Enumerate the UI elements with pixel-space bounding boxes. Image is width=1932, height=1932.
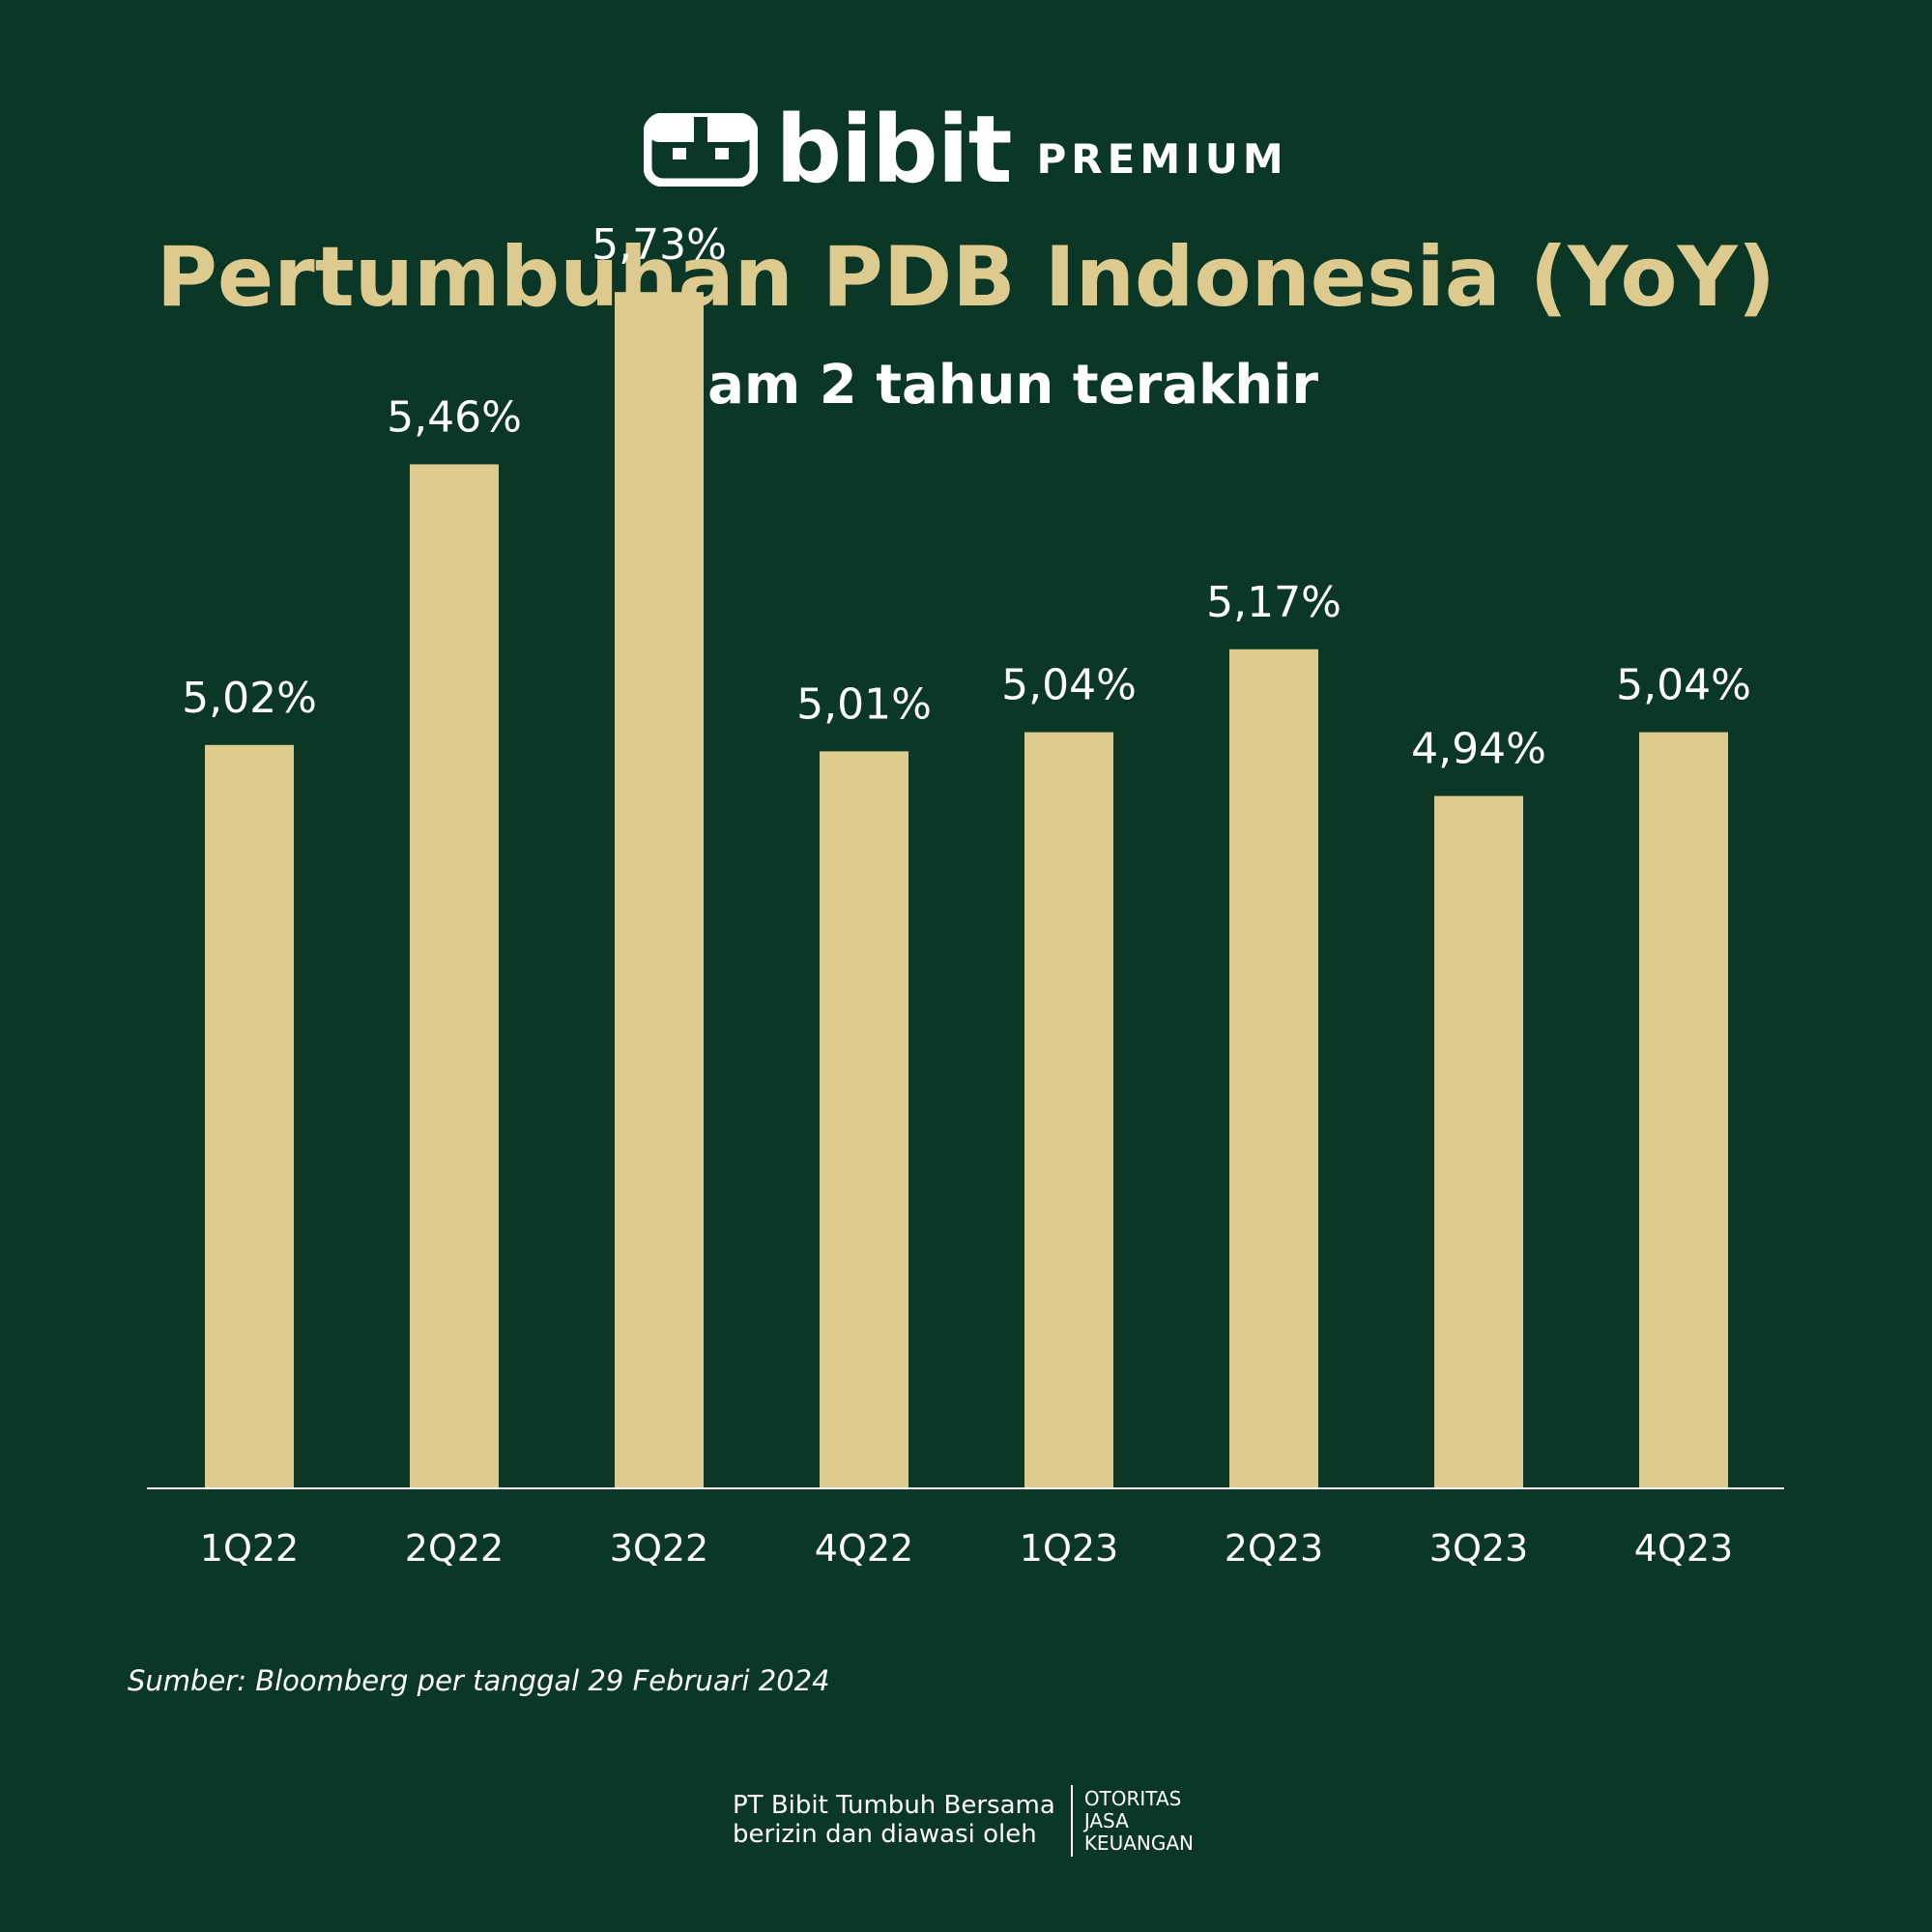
value-label-2Q23: 5,17%	[1206, 578, 1341, 627]
footer-divider	[1070, 1785, 1073, 1857]
value-label-1Q22: 5,02%	[182, 674, 317, 723]
value-label-4Q22: 5,01%	[796, 679, 932, 729]
category-label-group: 1Q22 2Q22 3Q22 4Q22 1Q23 2Q23 3Q23 4Q23	[200, 1527, 1733, 1570]
category-label-2Q22: 2Q22	[405, 1527, 504, 1570]
category-label-3Q23: 3Q23	[1429, 1527, 1528, 1570]
chart-title: Pertumbuhan PDB Indonesia (YoY)	[156, 229, 1776, 326]
category-label-2Q23: 2Q23	[1225, 1527, 1323, 1570]
bar-group	[205, 292, 1728, 1489]
brand-name: bibit	[775, 96, 1012, 204]
ojk-line-1: OTORITAS	[1083, 1786, 1182, 1810]
category-label-1Q22: 1Q22	[200, 1527, 299, 1570]
bar-1Q22	[205, 744, 294, 1488]
bar-3Q22	[615, 292, 704, 1489]
value-label-4Q23: 5,04%	[1616, 661, 1751, 710]
category-label-1Q23: 1Q23	[1020, 1527, 1118, 1570]
ojk-line-3: KEUANGAN	[1083, 1831, 1194, 1855]
bar-3Q23	[1434, 795, 1523, 1488]
value-label-3Q22: 5,73%	[591, 220, 727, 270]
ojk-line-2: JASA	[1083, 1808, 1129, 1832]
brand-header: bibit PREMIUM	[0, 101, 1932, 198]
category-label-4Q23: 4Q23	[1634, 1527, 1733, 1570]
bar-4Q23	[1639, 732, 1728, 1488]
bibit-logo-icon	[644, 113, 759, 187]
ojk-logo: OTORITAS JASA KEUANGAN	[1083, 1786, 1194, 1855]
value-label-2Q22: 5,46%	[387, 392, 522, 442]
footer: PT Bibit Tumbuh Bersama berizin dan diaw…	[733, 1784, 1194, 1858]
value-label-3Q23: 4,94%	[1411, 725, 1546, 774]
category-label-3Q22: 3Q22	[610, 1527, 708, 1570]
source-note: Sumber: Bloomberg per tanggal 29 Februar…	[128, 1664, 830, 1697]
brand-tier: PREMIUM	[1036, 134, 1288, 183]
value-label-1Q23: 5,04%	[1001, 661, 1137, 710]
footer-company: PT Bibit Tumbuh Bersama berizin dan diaw…	[733, 1791, 1055, 1850]
value-label-group: 5,02% 5,46% 5,73% 5,01% 5,04% 5,17% 4,94% 5,04%	[182, 220, 1751, 773]
footer-license-text: berizin dan diawasi oleh	[733, 1820, 1037, 1849]
bar-2Q22	[410, 464, 499, 1488]
footer-company-name: PT Bibit Tumbuh Bersama	[733, 1791, 1055, 1821]
category-label-4Q22: 4Q22	[815, 1527, 913, 1570]
chart-subtitle: dalam 2 tahun terakhir	[614, 354, 1318, 417]
bar-2Q23	[1229, 649, 1318, 1488]
bar-1Q23	[1024, 732, 1113, 1488]
bar-4Q22	[820, 751, 908, 1488]
